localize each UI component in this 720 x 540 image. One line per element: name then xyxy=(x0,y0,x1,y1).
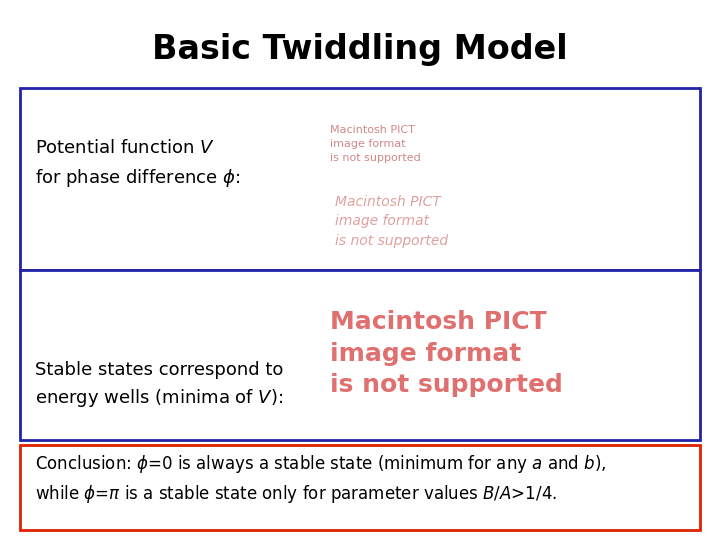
Text: Stable states correspond to: Stable states correspond to xyxy=(35,361,284,379)
Text: energy wells (minima of $V$):: energy wells (minima of $V$): xyxy=(35,387,283,409)
Text: Macintosh PICT
image format
is not supported: Macintosh PICT image format is not suppo… xyxy=(335,195,448,248)
Text: Conclusion: $\phi$=0 is always a stable state (minimum for any $a$ and $b$),: Conclusion: $\phi$=0 is always a stable … xyxy=(35,453,606,475)
Text: Macintosh PICT
image format
is not supported: Macintosh PICT image format is not suppo… xyxy=(330,125,420,163)
Text: Macintosh PICT
image format
is not supported: Macintosh PICT image format is not suppo… xyxy=(330,310,563,397)
FancyBboxPatch shape xyxy=(20,445,700,530)
Text: Potential function $V$: Potential function $V$ xyxy=(35,139,215,157)
Text: Basic Twiddling Model: Basic Twiddling Model xyxy=(152,33,568,66)
Text: for phase difference $\phi$:: for phase difference $\phi$: xyxy=(35,167,240,189)
Text: while $\phi$=$\pi$ is a stable state only for parameter values $B/A$>1/4.: while $\phi$=$\pi$ is a stable state onl… xyxy=(35,483,557,505)
FancyBboxPatch shape xyxy=(20,88,700,270)
FancyBboxPatch shape xyxy=(20,270,700,440)
